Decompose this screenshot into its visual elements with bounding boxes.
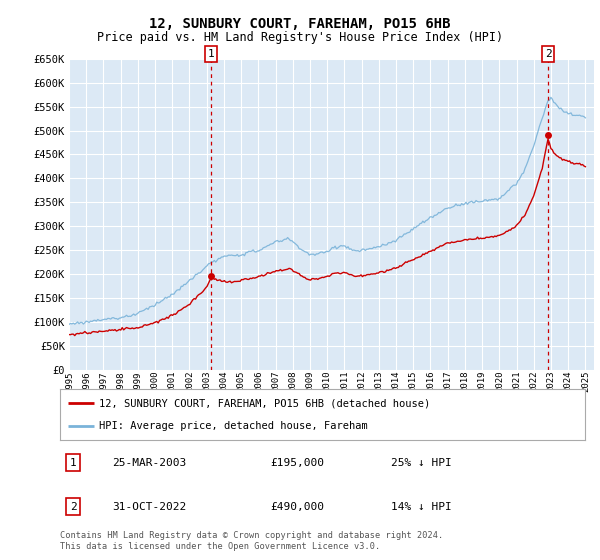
Text: 12, SUNBURY COURT, FAREHAM, PO15 6HB (detached house): 12, SUNBURY COURT, FAREHAM, PO15 6HB (de… [100, 398, 431, 408]
Text: Price paid vs. HM Land Registry's House Price Index (HPI): Price paid vs. HM Land Registry's House … [97, 31, 503, 44]
Text: 1: 1 [70, 458, 77, 468]
Text: 2: 2 [70, 502, 77, 512]
Text: 25-MAR-2003: 25-MAR-2003 [113, 458, 187, 468]
Text: 1: 1 [207, 49, 214, 59]
Text: £490,000: £490,000 [270, 502, 324, 512]
Text: £195,000: £195,000 [270, 458, 324, 468]
Text: This data is licensed under the Open Government Licence v3.0.: This data is licensed under the Open Gov… [60, 542, 380, 550]
Text: HPI: Average price, detached house, Fareham: HPI: Average price, detached house, Fare… [100, 422, 368, 432]
Text: 14% ↓ HPI: 14% ↓ HPI [391, 502, 452, 512]
Text: 12, SUNBURY COURT, FAREHAM, PO15 6HB: 12, SUNBURY COURT, FAREHAM, PO15 6HB [149, 17, 451, 31]
Text: 2: 2 [545, 49, 551, 59]
Text: Contains HM Land Registry data © Crown copyright and database right 2024.: Contains HM Land Registry data © Crown c… [60, 531, 443, 540]
Text: 25% ↓ HPI: 25% ↓ HPI [391, 458, 452, 468]
Text: 31-OCT-2022: 31-OCT-2022 [113, 502, 187, 512]
